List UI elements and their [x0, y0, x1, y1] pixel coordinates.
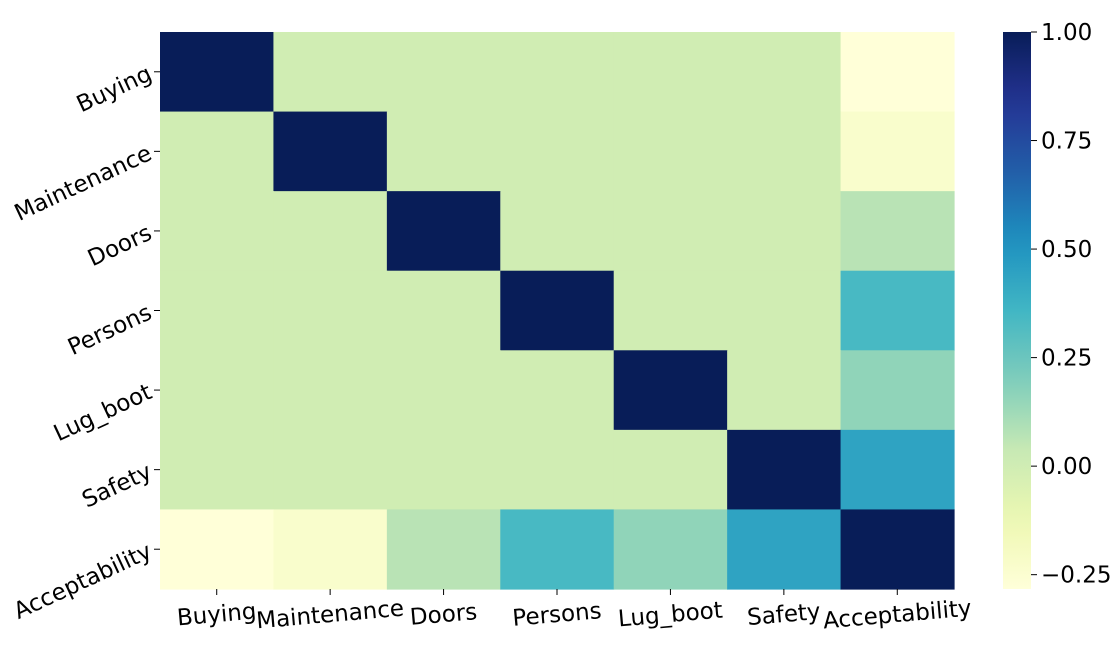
heatmap-cell	[160, 32, 275, 113]
heatmap-cell	[840, 111, 955, 192]
heatmap-cell	[386, 32, 501, 113]
colorbar-tick-label: 0.00	[1041, 454, 1092, 480]
heatmap-cell	[160, 191, 275, 272]
y-tick-label: Safety	[78, 459, 156, 514]
x-tick-label: Safety	[746, 599, 822, 631]
heatmap-cell	[160, 270, 275, 351]
x-tick-label: Doors	[409, 599, 478, 631]
colorbar-tick-label: −0.25	[1041, 563, 1111, 589]
y-tick-label: Persons	[64, 300, 156, 361]
colorbar-tick-label: 1.00	[1041, 20, 1092, 46]
heatmap-cell	[840, 270, 955, 351]
heatmap-cell	[386, 191, 501, 272]
heatmap-cell	[500, 111, 615, 192]
heatmap-cell	[727, 32, 842, 113]
heatmap-cell	[386, 270, 501, 351]
heatmap-cell	[500, 270, 615, 351]
heatmap-cell	[613, 191, 728, 272]
heatmap-cell	[500, 350, 615, 431]
y-tick-label: Buying	[73, 61, 156, 118]
heatmap-cell	[840, 509, 955, 590]
heatmap-cell	[500, 509, 615, 590]
colorbar: 1.00 0.75 0.50 0.25 0.00 −0.25	[1003, 20, 1111, 589]
y-tick-label: Acceptability	[10, 538, 156, 624]
heatmap-cell	[613, 350, 728, 431]
heatmap-cell	[160, 111, 275, 192]
heatmap-cell	[727, 191, 842, 272]
colorbar-tick-label: 0.50	[1041, 237, 1092, 263]
heatmap-cell	[840, 32, 955, 113]
heatmap-cell	[840, 350, 955, 431]
colorbar-gradient	[1003, 32, 1031, 589]
heatmap-cell	[160, 429, 275, 511]
heatmap-cell	[500, 32, 615, 113]
y-tick-label: Lug_boot	[50, 379, 156, 447]
heatmap-cell	[386, 111, 501, 192]
heatmap-cell	[613, 111, 728, 192]
heatmap-cells	[160, 32, 955, 590]
heatmap-cell	[727, 429, 842, 511]
heatmap-cell	[613, 429, 728, 511]
heatmap-cell	[500, 191, 615, 272]
heatmap-cell	[273, 111, 388, 192]
x-tick-label: Persons	[511, 598, 602, 632]
x-tick-label: Acceptability	[822, 596, 973, 635]
colorbar-tick-label: 0.75	[1041, 129, 1092, 155]
heatmap-cell	[386, 509, 501, 590]
colorbar-ticks: 1.00 0.75 0.50 0.25 0.00 −0.25	[1031, 20, 1111, 589]
heatmap-cell	[727, 509, 842, 590]
heatmap-cell	[273, 32, 388, 113]
heatmap-cell	[273, 270, 388, 351]
heatmap-cell	[160, 509, 275, 590]
heatmap-cell	[727, 350, 842, 431]
heatmap-cell	[727, 111, 842, 192]
heatmap-cell	[613, 509, 728, 590]
heatmap-cell	[840, 429, 955, 511]
y-tick-label: Doors	[84, 220, 156, 272]
heatmap-cell	[840, 191, 955, 272]
heatmap-cell	[613, 32, 728, 113]
heatmap-cell	[160, 350, 275, 431]
heatmap-cell	[386, 350, 501, 431]
heatmap-cell	[613, 270, 728, 351]
x-tick-label: Maintenance	[255, 596, 405, 635]
heatmap-cell	[273, 350, 388, 431]
heatmap-cell	[386, 429, 501, 511]
heatmap-cell	[273, 429, 388, 511]
colorbar-tick-label: 0.25	[1041, 346, 1092, 372]
heatmap-cell	[273, 191, 388, 272]
x-tick-label: Buying	[176, 599, 258, 632]
y-tick-label: Maintenance	[11, 140, 156, 226]
heatmap-cell	[273, 509, 388, 590]
x-tick-label: Lug_boot	[617, 597, 724, 632]
heatmap-cell	[727, 270, 842, 351]
heatmap-cell	[500, 429, 615, 511]
